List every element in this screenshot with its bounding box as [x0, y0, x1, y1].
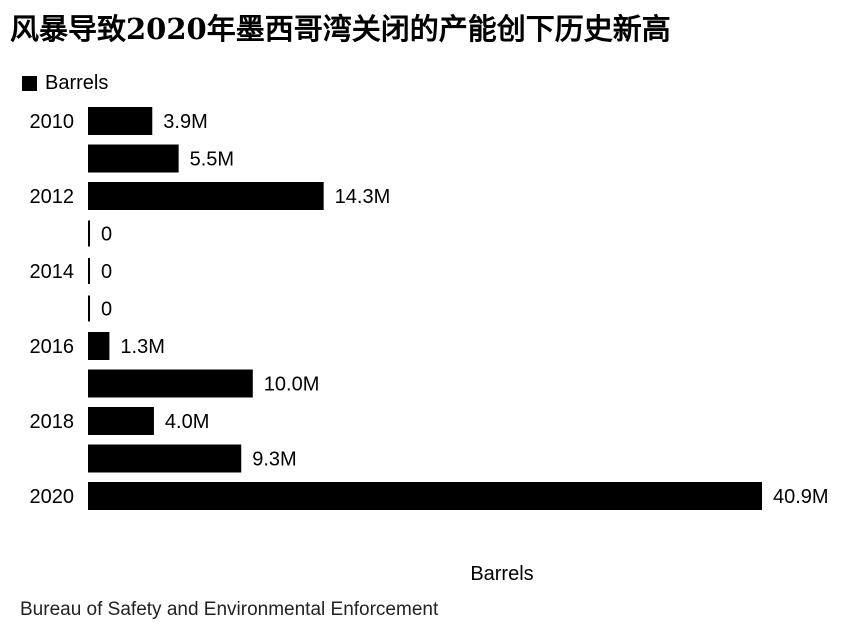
bar-2011: [88, 144, 179, 173]
y-tick-label-2012: 2012: [30, 186, 75, 208]
legend-swatch: [22, 76, 37, 91]
x-axis-label: Barrels: [470, 563, 534, 585]
value-label-2018: 4.0M: [165, 411, 209, 433]
bar-2016: [88, 332, 110, 360]
bar-2010: [88, 107, 153, 135]
chart-title: 风暴导致2020年墨西哥湾关闭的产能创下历史新高: [10, 12, 671, 46]
y-tick-label-2018: 2018: [30, 411, 75, 433]
y-tick-label-2014: 2014: [30, 261, 75, 283]
source-note: Bureau of Safety and Environmental Enfor…: [20, 599, 439, 620]
y-tick-label-2010: 2010: [30, 111, 75, 133]
value-label-2013: 0: [101, 224, 112, 246]
bar-2020: [88, 482, 762, 510]
value-label-2020: 40.9M: [773, 486, 829, 508]
value-label-2012: 14.3M: [335, 186, 391, 208]
value-label-2019: 9.3M: [252, 449, 296, 471]
value-label-2010: 3.9M: [163, 111, 207, 133]
value-label-2015: 0: [101, 299, 112, 321]
value-label-2016: 1.3M: [120, 336, 164, 358]
y-tick-label-2020: 2020: [30, 486, 75, 508]
value-label-2014: 0: [101, 261, 112, 283]
bar-2017: [88, 369, 253, 398]
legend-label: Barrels: [45, 72, 109, 94]
bar-2019: [88, 444, 242, 473]
bar-2012: [88, 182, 324, 210]
legend: Barrels: [22, 72, 108, 95]
value-label-2011: 5.5M: [190, 149, 234, 171]
bar-2018: [88, 407, 154, 435]
y-tick-label-2016: 2016: [30, 336, 75, 358]
value-label-2017: 10.0M: [264, 374, 320, 396]
